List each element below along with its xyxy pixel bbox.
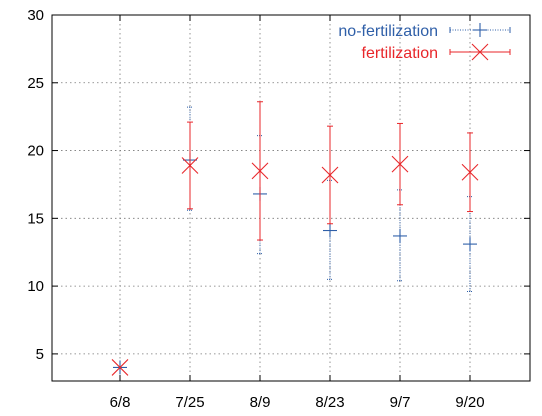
x-tick-label: 7/25 xyxy=(175,394,204,411)
legend-label: fertilization xyxy=(362,45,438,62)
y-tick-label: 20 xyxy=(27,143,44,160)
data-point xyxy=(461,163,479,181)
data-point xyxy=(321,166,339,184)
data-point xyxy=(393,228,407,243)
series-fertilization xyxy=(111,101,479,376)
y-tick-label: 30 xyxy=(27,7,44,24)
x-marker xyxy=(181,157,199,174)
y-tick-label: 5 xyxy=(36,346,44,363)
data-point xyxy=(391,155,409,173)
data-point xyxy=(251,162,269,180)
data-point xyxy=(111,359,129,376)
data-point xyxy=(463,237,477,252)
axis-ticks: 5 10 15 20 25 30 6/8 7/25 8/9 8/23 9/7 9/20 xyxy=(27,7,530,411)
x-marker xyxy=(111,359,129,376)
x-marker xyxy=(471,43,489,61)
data-point xyxy=(323,223,337,238)
series-no-fertilization xyxy=(113,106,477,375)
y-tick-label: 25 xyxy=(27,75,44,92)
x-marker xyxy=(461,163,479,181)
x-marker xyxy=(391,155,409,173)
x-tick-label: 9/7 xyxy=(390,394,411,411)
x-marker xyxy=(251,162,269,180)
y-tick-label: 15 xyxy=(27,210,44,227)
x-marker xyxy=(321,166,339,184)
legend: no-fertilization fertilization xyxy=(338,23,511,62)
x-tick-label: 8/23 xyxy=(315,394,344,411)
series-marks xyxy=(111,101,479,376)
legend-marker xyxy=(471,43,489,61)
legend-label: no-fertilization xyxy=(338,23,438,40)
x-tick-label: 8/9 xyxy=(250,394,271,411)
x-tick-label: 9/20 xyxy=(455,394,484,411)
y-tick-label: 10 xyxy=(27,278,44,295)
legend-marker xyxy=(473,23,487,37)
x-tick-label: 6/8 xyxy=(110,394,131,411)
grid xyxy=(52,14,530,381)
plot-frame xyxy=(51,14,531,382)
data-point xyxy=(181,157,199,174)
